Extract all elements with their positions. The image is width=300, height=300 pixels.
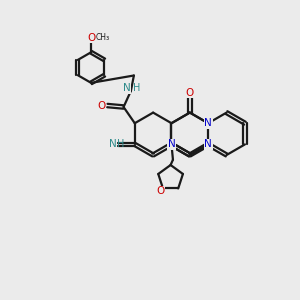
- Text: H: H: [117, 139, 125, 149]
- Text: CH₃: CH₃: [95, 33, 110, 42]
- Text: N: N: [109, 139, 116, 149]
- Text: N: N: [168, 140, 176, 149]
- Text: O: O: [157, 186, 165, 197]
- Text: N: N: [123, 83, 130, 94]
- Text: N: N: [204, 118, 212, 128]
- Text: H: H: [133, 83, 141, 94]
- Text: O: O: [98, 100, 106, 110]
- Text: N: N: [204, 140, 212, 149]
- Text: O: O: [87, 32, 95, 43]
- Text: O: O: [186, 88, 194, 98]
